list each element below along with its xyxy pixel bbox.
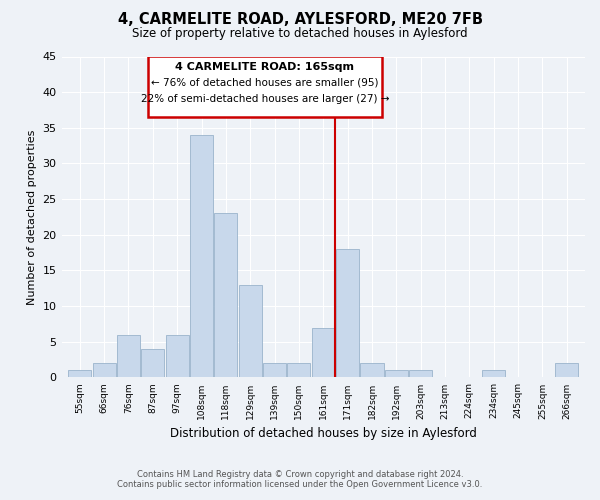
Text: 4 CARMELITE ROAD: 165sqm: 4 CARMELITE ROAD: 165sqm: [175, 62, 355, 72]
Bar: [336, 249, 359, 378]
Text: ← 76% of detached houses are smaller (95): ← 76% of detached houses are smaller (95…: [151, 78, 379, 88]
Bar: [312, 328, 335, 378]
Text: Size of property relative to detached houses in Aylesford: Size of property relative to detached ho…: [132, 28, 468, 40]
Text: Contains HM Land Registry data © Crown copyright and database right 2024.
Contai: Contains HM Land Registry data © Crown c…: [118, 470, 482, 489]
Bar: [385, 370, 408, 378]
Bar: [482, 370, 505, 378]
Bar: [214, 214, 238, 378]
Bar: [141, 349, 164, 378]
Bar: [409, 370, 432, 378]
Bar: [361, 363, 383, 378]
Text: 4, CARMELITE ROAD, AYLESFORD, ME20 7FB: 4, CARMELITE ROAD, AYLESFORD, ME20 7FB: [118, 12, 482, 28]
Bar: [263, 363, 286, 378]
Bar: [92, 363, 116, 378]
X-axis label: Distribution of detached houses by size in Aylesford: Distribution of detached houses by size …: [170, 427, 477, 440]
Y-axis label: Number of detached properties: Number of detached properties: [27, 130, 37, 304]
Text: 22% of semi-detached houses are larger (27) →: 22% of semi-detached houses are larger (…: [140, 94, 389, 104]
Bar: [117, 334, 140, 378]
Bar: [555, 363, 578, 378]
Bar: [148, 56, 382, 117]
Bar: [68, 370, 91, 378]
Bar: [239, 284, 262, 378]
Bar: [166, 334, 189, 378]
Bar: [287, 363, 310, 378]
Bar: [190, 135, 213, 378]
